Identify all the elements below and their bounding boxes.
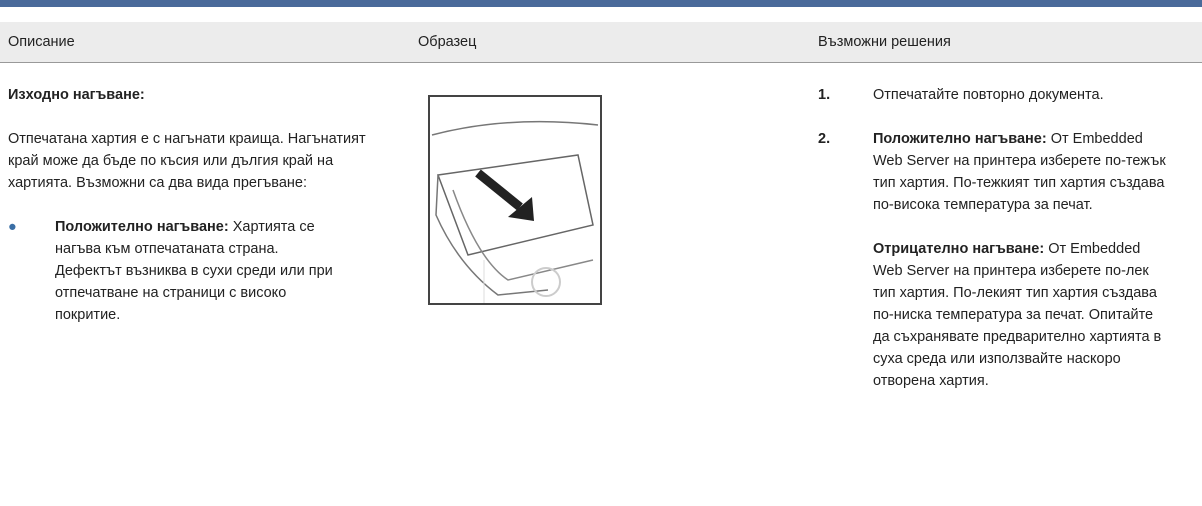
item-text: От Embedded Web Server на принтера избер… (873, 241, 1162, 389)
item-body: Положително нагъване: От Embedded Web Se… (873, 128, 1173, 392)
sample-image (428, 95, 602, 305)
item-number: 2. (818, 131, 831, 147)
bullet-label: Положително нагъване: (55, 219, 229, 235)
bullet: ● Положително нагъване: Хартията се нагъ… (8, 216, 345, 326)
item-number: 1. (818, 87, 831, 103)
solutions: 1. Отпечатайте повторно документа. 2. По… (818, 84, 1202, 504)
description: Изходно нагъване: Отпечатана хартия е с … (8, 84, 393, 326)
bullet-dot: ● (8, 219, 17, 235)
desc-title: Изходно нагъване: (8, 87, 145, 103)
header-cell: Образец (418, 34, 477, 50)
item-text: Отпечатайте повторно документа. (873, 87, 1104, 103)
item-label: Положително нагъване: (873, 131, 1047, 147)
item-label: Отрицателно нагъване: (873, 241, 1045, 257)
header-cell: Възможни решения (818, 34, 951, 50)
desc-paragraph: Отпечатана хартия е с нагънати краища. Н… (8, 131, 366, 191)
top-bar (0, 0, 1202, 7)
bullet-text: Хартията се нагъва към отпечатаната стра… (55, 219, 333, 323)
item-text: От Embedded Web Server на принтера избер… (873, 131, 1166, 213)
header-cell: Описание (8, 34, 75, 50)
table-header: Описание Образец Възможни решения (0, 22, 1202, 63)
